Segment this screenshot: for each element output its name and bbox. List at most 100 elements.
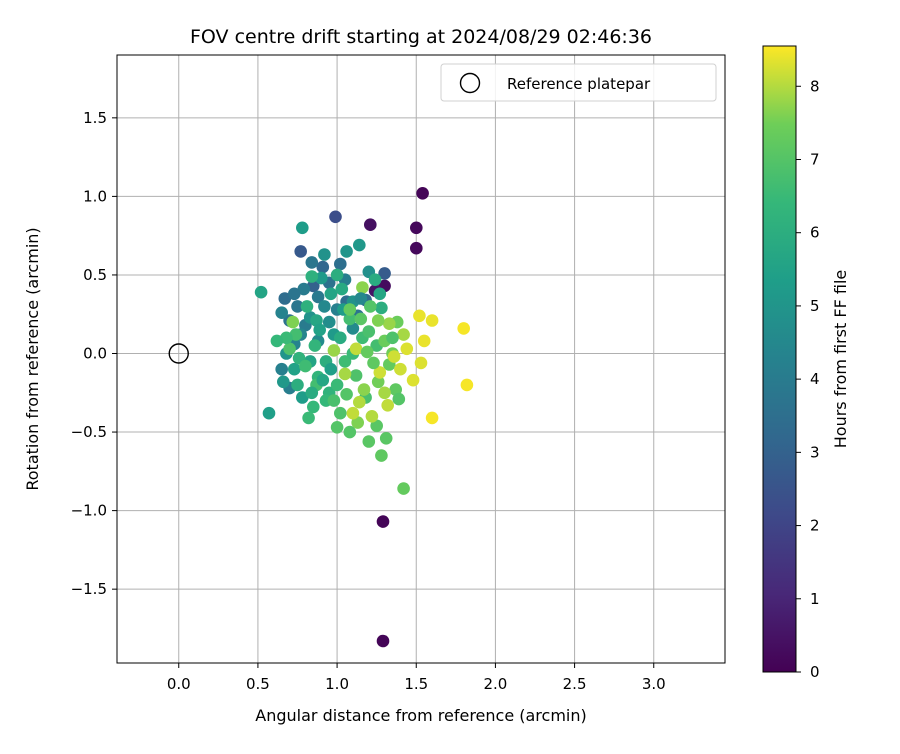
- x-tick-label: 2.5: [563, 675, 587, 693]
- y-axis-label: Rotation from reference (arcmin): [23, 227, 42, 490]
- scatter-point: [413, 309, 426, 323]
- scatter-point: [387, 350, 401, 363]
- scatter-point: [330, 268, 344, 282]
- scatter-point: [376, 515, 390, 528]
- scatter-point: [305, 270, 319, 283]
- scatter-point: [308, 339, 322, 352]
- scatter-point: [356, 281, 369, 294]
- scatter-point: [368, 273, 382, 287]
- scatter-point: [381, 399, 395, 412]
- scatter-point: [318, 248, 331, 261]
- scatter-point: [286, 315, 300, 329]
- scatter-points: [254, 187, 474, 648]
- scatter-point: [338, 355, 352, 368]
- scatter-point: [288, 362, 301, 376]
- scatter-point: [367, 356, 380, 370]
- scatter-point: [360, 345, 374, 359]
- scatter-point: [351, 416, 365, 429]
- colorbar-ticks: 0 1 2 3 4 5 6 7 8: [796, 77, 820, 681]
- y-tick-label: −0.5: [71, 423, 107, 441]
- y-tick-label: 0.5: [83, 266, 107, 284]
- scatter-point: [291, 300, 304, 313]
- scatter-point: [425, 314, 439, 327]
- x-tick-label: 3.0: [642, 675, 666, 693]
- x-tick-label: 2.0: [483, 675, 507, 693]
- scatter-point: [329, 210, 342, 224]
- x-tick-label: 1.5: [404, 675, 428, 693]
- scatter-point: [343, 425, 357, 439]
- scatter-point: [289, 328, 303, 341]
- scatter-point: [460, 378, 474, 392]
- scatter-point: [334, 331, 347, 345]
- scatter-point: [311, 290, 325, 304]
- scatter-point: [364, 300, 377, 313]
- scatter-point: [275, 362, 289, 376]
- reference-platepar-marker: [168, 343, 189, 364]
- scatter-point: [414, 356, 428, 370]
- scatter-point: [280, 331, 293, 345]
- scatter-point: [322, 315, 336, 329]
- scatter-point: [373, 366, 387, 379]
- y-axis-ticks: 1.5 1.0 0.5 0.0 −0.5 −1.0 −1.5: [71, 109, 117, 598]
- colorbar-tick-label: 8: [810, 77, 820, 95]
- scatter-point: [343, 312, 357, 326]
- scatter-point: [386, 331, 399, 345]
- scatter-point: [371, 314, 385, 327]
- scatter-point: [406, 373, 420, 387]
- scatter-point: [373, 287, 387, 301]
- scatter-point: [270, 334, 284, 348]
- legend: Reference platepar: [440, 63, 717, 102]
- scatter-point: [278, 292, 292, 305]
- legend-entry-reference: Reference platepar: [507, 75, 651, 93]
- scatter-point: [349, 342, 363, 356]
- scatter-point: [364, 218, 377, 231]
- scatter-point: [318, 300, 331, 313]
- scatter-point: [410, 221, 423, 235]
- grid-lines: [117, 55, 725, 663]
- scatter-point: [297, 282, 311, 296]
- plot-frame: [116, 54, 726, 664]
- x-axis-ticks: 0.0 0.5 1.0 1.5 2.0 2.5 3.0: [167, 663, 666, 693]
- y-tick-label: 1.5: [83, 109, 107, 127]
- scatter-point: [302, 411, 315, 425]
- colorbar-gradient: [762, 45, 797, 673]
- scatter-point: [254, 285, 268, 299]
- scatter-point: [357, 383, 371, 396]
- colorbar: 0 1 2 3 4 5 6 7 8 Hours from first FF file: [762, 45, 850, 681]
- x-tick-label: 1.0: [325, 675, 349, 693]
- chart-title: FOV centre drift starting at 2024/08/29 …: [190, 26, 652, 48]
- scatter-point: [315, 271, 328, 285]
- scatter-point: [354, 312, 368, 326]
- scatter-point: [334, 257, 347, 271]
- scatter-point: [346, 406, 360, 420]
- legend-reference-icon: [459, 72, 481, 94]
- scatter-point: [296, 221, 309, 235]
- scatter-point: [305, 256, 319, 269]
- scatter-point: [288, 287, 301, 301]
- scatter-point: [400, 342, 414, 356]
- scatter-point: [410, 241, 423, 255]
- scatter-point: [316, 373, 330, 387]
- scatter-point: [375, 449, 388, 462]
- scatter-point: [354, 292, 368, 305]
- y-tick-label: 0.0: [83, 345, 107, 363]
- scatter-point: [389, 383, 403, 396]
- scatter-point: [324, 362, 338, 376]
- scatter-point: [335, 282, 349, 296]
- colorbar-tick-label: 3: [810, 443, 820, 461]
- scatter-point: [362, 325, 376, 338]
- scatter-point: [307, 400, 320, 414]
- scatter-point: [376, 634, 390, 648]
- colorbar-tick-label: 6: [810, 224, 820, 242]
- legend-box: [440, 63, 717, 102]
- scatter-point: [370, 419, 384, 433]
- scatter-point: [425, 411, 439, 425]
- scatter-point: [397, 482, 410, 495]
- colorbar-tick-label: 5: [810, 297, 820, 315]
- scatter-point: [417, 334, 431, 348]
- scatter-point: [338, 367, 352, 381]
- scatter-point: [378, 386, 391, 400]
- scatter-point: [346, 322, 360, 335]
- scatter-point: [330, 378, 344, 392]
